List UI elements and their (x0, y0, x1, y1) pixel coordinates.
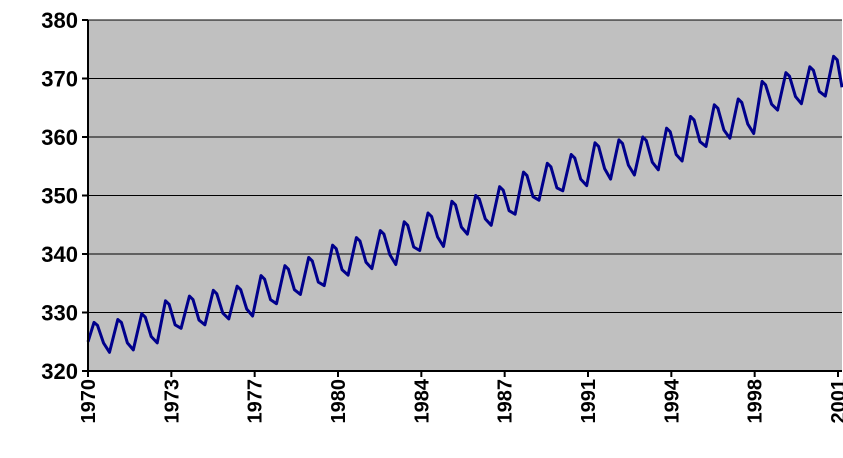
y-tick-label: 360 (41, 125, 78, 150)
x-tick-label: 1987 (495, 379, 517, 424)
y-axis-ticks: 320 330 340 350 360 370 380 (41, 8, 88, 384)
x-tick-label: 1973 (161, 379, 183, 424)
gridlines (88, 19, 842, 313)
y-tick-label: 320 (41, 359, 78, 384)
series-line (86, 54, 843, 354)
y-tick-label: 380 (41, 8, 78, 33)
y-tick-label: 350 (41, 184, 78, 209)
y-tick-label: 330 (41, 301, 78, 326)
y-tick-label: 370 (41, 67, 78, 92)
x-tick-label: 1980 (328, 379, 350, 424)
x-tick-label: 1977 (245, 379, 267, 424)
x-tick-label: 2001 (828, 379, 843, 424)
x-tick-label: 1991 (578, 379, 600, 424)
x-tick-label: 1994 (661, 378, 683, 423)
x-axis-ticks: 1970 1973 1977 1980 1984 1987 1991 1994 1998 2001 (78, 371, 843, 424)
x-tick-label: 1998 (745, 379, 767, 424)
x-tick-label: 1970 (78, 379, 100, 424)
y-tick-label: 340 (41, 242, 78, 267)
x-tick-label: 1984 (411, 378, 433, 423)
